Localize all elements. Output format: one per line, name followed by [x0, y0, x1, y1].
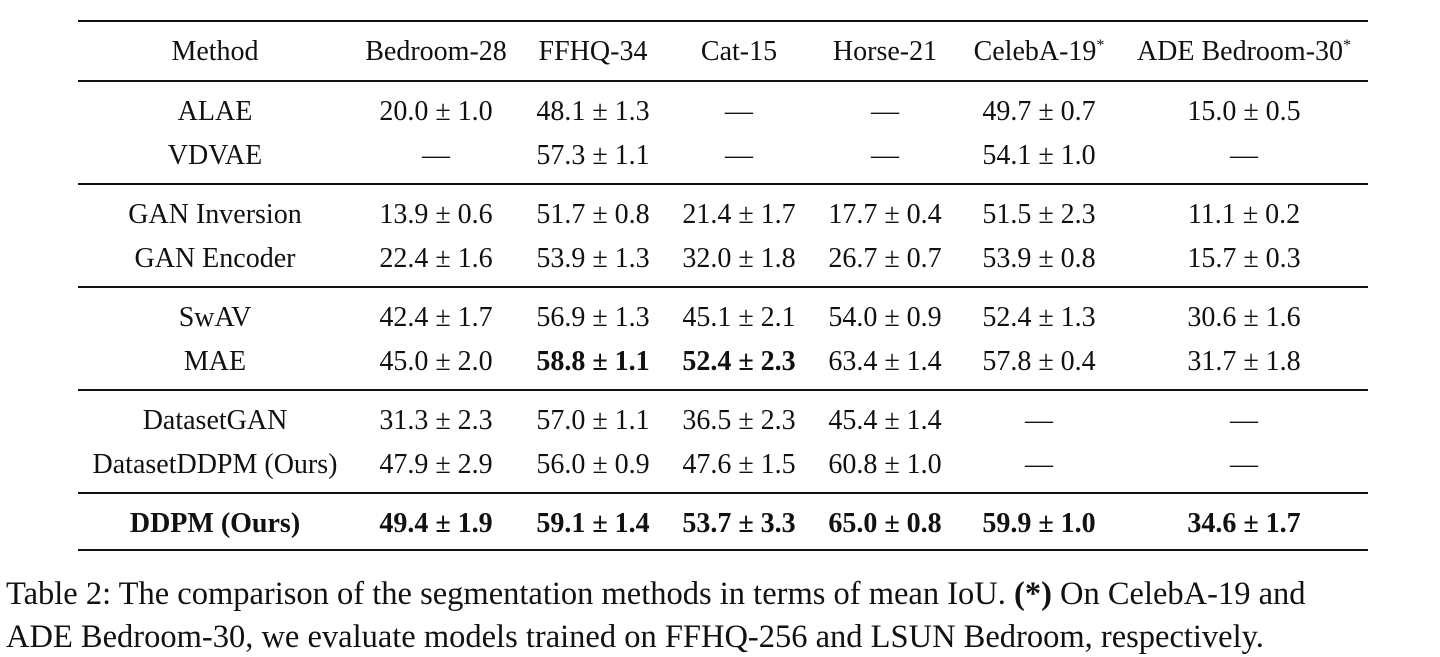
- table-cell: 20.0 ± 1.0: [379, 96, 493, 127]
- table-cell: 22.4 ± 1.6: [379, 243, 493, 274]
- method-name: GAN Encoder: [134, 243, 296, 274]
- table-cell: 53.9 ± 1.3: [536, 243, 650, 274]
- caption-text: Table 2: The comparison of the segmentat…: [6, 576, 1014, 612]
- table-cell: 53.9 ± 0.8: [982, 243, 1096, 274]
- group-rule-3: [78, 389, 1368, 391]
- header-rule: [78, 80, 1368, 82]
- table-cell: 49.4 ± 1.9: [379, 508, 493, 539]
- group-rule-2: [78, 286, 1368, 288]
- table-cell: 42.4 ± 1.7: [379, 302, 493, 333]
- table-cell: 32.0 ± 1.8: [682, 243, 796, 274]
- paper-page: Method Bedroom-28 FFHQ-34 Cat-15 Horse-21 Cel…: [6, 20, 1438, 655]
- table-cell: 45.1 ± 2.1: [682, 302, 796, 333]
- table-cell: 31.7 ± 1.8: [1187, 346, 1301, 377]
- column-header: Horse-21: [832, 36, 938, 67]
- table-cell: 49.7 ± 0.7: [982, 96, 1096, 127]
- column-header: CelebA-19*: [973, 36, 1105, 67]
- table-cell: —: [1230, 405, 1258, 436]
- table-cell: 59.1 ± 1.4: [536, 508, 650, 539]
- table-cell: —: [725, 96, 753, 127]
- table-cell: 13.9 ± 0.6: [379, 199, 493, 230]
- column-header: Bedroom-28: [365, 36, 507, 67]
- table-caption-line2: ADE Bedroom-30, we evaluate models train…: [6, 617, 1438, 657]
- table-top-rule: [78, 20, 1368, 22]
- table-caption: Table 2: The comparison of the segmentat…: [6, 574, 1438, 614]
- table-cell: 26.7 ± 0.7: [828, 243, 942, 274]
- table-cell: 48.1 ± 1.3: [536, 96, 650, 127]
- table-cell: 21.4 ± 1.7: [682, 199, 796, 230]
- table-cell: 36.5 ± 2.3: [682, 405, 796, 436]
- table-cell: 15.7 ± 0.3: [1187, 243, 1301, 274]
- table-cell: 34.6 ± 1.7: [1187, 508, 1301, 539]
- table-cell: —: [422, 140, 450, 171]
- method-name: ALAE: [177, 96, 253, 127]
- column-header: ADE Bedroom-30*: [1136, 36, 1352, 67]
- table-cell: 47.9 ± 2.9: [379, 449, 493, 480]
- caption-rest: On CelebA-19 and: [1051, 576, 1306, 612]
- table-cell: —: [1230, 449, 1258, 480]
- table-cell: 51.5 ± 2.3: [982, 199, 1096, 230]
- column-header: Method: [171, 36, 259, 67]
- table-cell: 17.7 ± 0.4: [828, 199, 942, 230]
- table-cell: 31.3 ± 2.3: [379, 405, 493, 436]
- table-cell: 54.0 ± 0.9: [828, 302, 942, 333]
- method-name: GAN Inversion: [128, 199, 302, 230]
- table-cell: —: [871, 140, 899, 171]
- table-cell: 59.9 ± 1.0: [982, 508, 1096, 539]
- caption-line2: ADE Bedroom-30, we evaluate models train…: [6, 619, 1264, 655]
- table-cell: 54.1 ± 1.0: [982, 140, 1096, 171]
- table-cell: 51.7 ± 0.8: [536, 199, 650, 230]
- table-cell: 57.8 ± 0.4: [982, 346, 1096, 377]
- method-name: SwAV: [178, 302, 252, 333]
- method-name: VDVAE: [167, 140, 263, 171]
- table-cell: 45.4 ± 1.4: [828, 405, 942, 436]
- table-cell: 47.6 ± 1.5: [682, 449, 796, 480]
- table-cell: 57.0 ± 1.1: [536, 405, 650, 436]
- column-header: Cat-15: [700, 36, 778, 67]
- table-cell: 56.0 ± 0.9: [536, 449, 650, 480]
- method-name: MAE: [183, 346, 247, 377]
- table-cell: —: [1025, 405, 1053, 436]
- table-cell: —: [871, 96, 899, 127]
- column-header: FFHQ-34: [538, 36, 648, 67]
- table-cell: 63.4 ± 1.4: [828, 346, 942, 377]
- table-cell: 53.7 ± 3.3: [682, 508, 796, 539]
- table-cell: —: [1025, 449, 1053, 480]
- table-cell: 65.0 ± 0.8: [828, 508, 942, 539]
- table-cell: 56.9 ± 1.3: [536, 302, 650, 333]
- table-cell: 45.0 ± 2.0: [379, 346, 493, 377]
- table-cell: 15.0 ± 0.5: [1187, 96, 1301, 127]
- group-rule-1: [78, 183, 1368, 185]
- table-cell: —: [725, 140, 753, 171]
- table-cell: 30.6 ± 1.6: [1187, 302, 1301, 333]
- group-rule-4: [78, 492, 1368, 494]
- method-name: DatasetDDPM (Ours): [92, 449, 338, 480]
- table-cell: 52.4 ± 2.3: [682, 346, 796, 377]
- table-cell: 58.8 ± 1.1: [536, 346, 650, 377]
- caption-marker: (*): [1014, 576, 1052, 612]
- table-cell: —: [1230, 140, 1258, 171]
- table-cell: 60.8 ± 1.0: [828, 449, 942, 480]
- column-header-mark: *: [1343, 37, 1352, 54]
- table-cell: 11.1 ± 0.2: [1187, 199, 1301, 230]
- table-cell: 57.3 ± 1.1: [536, 140, 650, 171]
- table-cell: 52.4 ± 1.3: [982, 302, 1096, 333]
- column-header-mark: *: [1096, 37, 1105, 54]
- method-name: DDPM (Ours): [129, 508, 301, 539]
- method-name: DatasetGAN: [142, 405, 288, 436]
- table-bottom-rule: [78, 549, 1368, 551]
